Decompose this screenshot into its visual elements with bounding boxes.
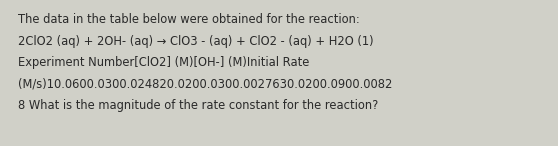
Text: Experiment Number[ClO2] (M)[OH-] (M)Initial Rate: Experiment Number[ClO2] (M)[OH-] (M)Init…	[18, 56, 309, 69]
Text: The data in the table below were obtained for the reaction:: The data in the table below were obtaine…	[18, 13, 360, 26]
Text: 2ClO2 (aq) + 2OH- (aq) → ClO3 - (aq) + ClO2 - (aq) + H2O (1): 2ClO2 (aq) + 2OH- (aq) → ClO3 - (aq) + C…	[18, 34, 374, 47]
Text: (M/s)10.0600.0300.024820.0200.0300.0027630.0200.0900.0082: (M/s)10.0600.0300.024820.0200.0300.00276…	[18, 78, 392, 91]
Text: 8 What is the magnitude of the rate constant for the reaction?: 8 What is the magnitude of the rate cons…	[18, 99, 378, 112]
